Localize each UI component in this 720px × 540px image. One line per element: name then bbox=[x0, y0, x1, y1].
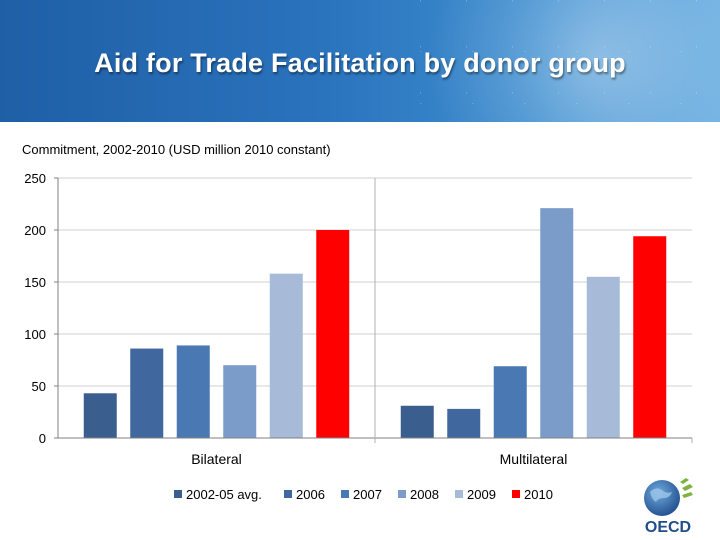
chart-legend: 2002-05 avg. 2006 2007 2008 2009 2010 bbox=[174, 487, 553, 502]
leaf-icon bbox=[680, 478, 693, 498]
x-category-label: Bilateral bbox=[191, 451, 242, 467]
y-tick-label: 0 bbox=[39, 431, 46, 446]
chart-axes: 0 50 100 150 200 250 Bilateral Multilateral bbox=[24, 171, 693, 467]
y-tick-label: 150 bbox=[24, 275, 46, 290]
legend-label: 2008 bbox=[410, 487, 439, 502]
legend-swatch bbox=[284, 490, 292, 498]
bar-bilateral-2002-05-avg bbox=[83, 393, 117, 438]
legend-label: 2009 bbox=[467, 487, 496, 502]
legend-swatch bbox=[341, 490, 349, 498]
legend-label: 2007 bbox=[353, 487, 382, 502]
y-tick-label: 200 bbox=[24, 223, 46, 238]
legend-label: 2002-05 avg. bbox=[186, 487, 262, 502]
legend-swatch bbox=[455, 490, 463, 498]
y-tick-label: 250 bbox=[24, 171, 46, 186]
y-tick-label: 100 bbox=[24, 327, 46, 342]
bar-multilateral-2002-05-avg bbox=[400, 405, 434, 438]
legend-swatch bbox=[174, 490, 182, 498]
logo-text: OECD bbox=[645, 519, 691, 536]
legend-swatch bbox=[512, 490, 520, 498]
chart-title: Commitment, 2002-2010 (USD million 2010 … bbox=[22, 142, 331, 157]
legend-swatch bbox=[398, 490, 406, 498]
bar-multilateral-2010 bbox=[633, 236, 667, 438]
bar-bilateral-2010 bbox=[316, 230, 350, 438]
title-banner: Aid for Trade Facilitation by donor grou… bbox=[0, 0, 720, 122]
chart-bars bbox=[83, 208, 667, 438]
banner-grid-graphic bbox=[420, 0, 720, 122]
oecd-logo: OECD bbox=[644, 478, 693, 536]
bar-multilateral-2007 bbox=[493, 366, 527, 438]
legend-label: 2010 bbox=[524, 487, 553, 502]
bar-chart: 0 50 100 150 200 250 Bilateral Multilateral 200… bbox=[24, 171, 693, 502]
bar-multilateral-2009 bbox=[586, 276, 620, 438]
bar-multilateral-2006 bbox=[447, 408, 481, 438]
legend-label: 2006 bbox=[296, 487, 325, 502]
bar-multilateral-2008 bbox=[540, 208, 574, 438]
bar-bilateral-2009 bbox=[269, 273, 303, 438]
banner-globe-graphic bbox=[400, 0, 720, 122]
x-category-label: Multilateral bbox=[500, 451, 568, 467]
bar-bilateral-2008 bbox=[223, 365, 257, 438]
bar-bilateral-2007 bbox=[176, 345, 210, 438]
bar-bilateral-2006 bbox=[130, 348, 164, 438]
page-title: Aid for Trade Facilitation by donor grou… bbox=[94, 48, 626, 78]
y-tick-label: 50 bbox=[32, 379, 46, 394]
